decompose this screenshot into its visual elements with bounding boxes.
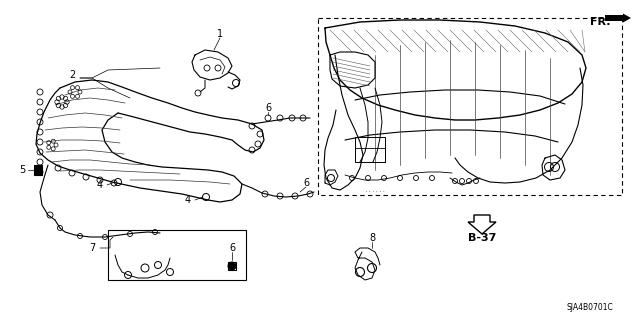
Text: 6: 6 bbox=[265, 103, 271, 113]
Text: 6: 6 bbox=[303, 178, 309, 188]
Text: 1: 1 bbox=[217, 29, 223, 39]
Text: B-37: B-37 bbox=[468, 233, 496, 243]
Bar bbox=[228, 262, 236, 270]
Circle shape bbox=[35, 167, 41, 173]
Text: . . . . . .: . . . . . . bbox=[355, 188, 385, 192]
Text: 5: 5 bbox=[19, 165, 25, 175]
FancyArrow shape bbox=[605, 13, 631, 23]
Bar bbox=[108, 230, 246, 280]
Circle shape bbox=[228, 262, 236, 270]
Polygon shape bbox=[468, 215, 496, 234]
Bar bbox=[355, 137, 385, 162]
Text: 6: 6 bbox=[229, 243, 235, 253]
Text: 7: 7 bbox=[89, 243, 95, 253]
Text: SJA4B0701C: SJA4B0701C bbox=[566, 303, 613, 313]
Bar bbox=[34, 165, 42, 175]
Text: 4: 4 bbox=[185, 195, 191, 205]
Text: 8: 8 bbox=[369, 233, 375, 243]
Text: 2: 2 bbox=[69, 70, 75, 80]
Text: FR.: FR. bbox=[590, 17, 611, 27]
Text: 4: 4 bbox=[97, 180, 103, 190]
